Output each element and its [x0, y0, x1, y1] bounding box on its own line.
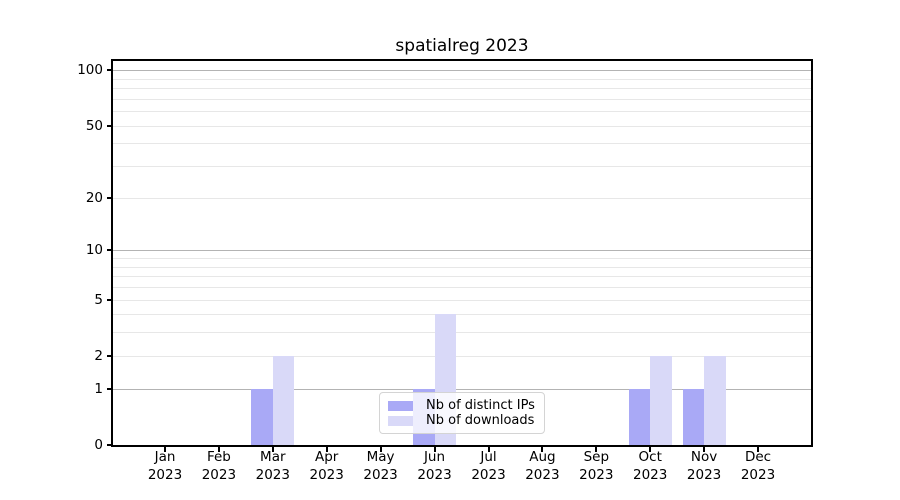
- x-tick-month-dec: Dec: [744, 449, 772, 465]
- x-tick-year-oct: 2023: [633, 466, 668, 483]
- x-tick-month-nov: Nov: [690, 449, 718, 465]
- x-tick-jun: [433, 447, 436, 452]
- x-tick-month-aug: Aug: [529, 449, 556, 465]
- y-tick-label-5: 5: [94, 291, 103, 308]
- x-tick-year-mar: 2023: [255, 466, 290, 483]
- plot-area: [113, 61, 811, 445]
- y-tick-label-20: 20: [85, 189, 103, 206]
- bar-distinct_ips-oct: [628, 388, 651, 445]
- legend-entry-downloads: Nb of downloads: [388, 413, 536, 428]
- y-tick-label-50: 50: [85, 117, 103, 134]
- x-tick-month-jan: Jan: [154, 449, 176, 465]
- gridline-minor-4: [113, 314, 811, 316]
- gridline-minor-90: [113, 78, 811, 80]
- y-tick-1: [107, 387, 112, 390]
- gridline-minor-2: [113, 355, 811, 357]
- x-tick-year-apr: 2023: [309, 466, 344, 483]
- gridline-minor-50: [113, 125, 811, 127]
- y-tick-50: [107, 124, 112, 127]
- legend-label-distinct-ips: Nb of distinct IPs: [426, 398, 535, 413]
- gridline-minor-40: [113, 143, 811, 145]
- x-tick-label-oct: Oct 2023: [615, 449, 685, 484]
- y-tick-2: [107, 354, 112, 357]
- gridline-minor-5: [113, 299, 811, 301]
- x-tick-may: [379, 447, 382, 452]
- y-tick-label-0: 0: [94, 437, 103, 453]
- x-tick-month-feb: Feb: [206, 449, 231, 465]
- legend-entry-distinct-ips: Nb of distinct IPs: [388, 398, 536, 413]
- x-tick-apr: [325, 447, 328, 452]
- x-tick-oct: [649, 447, 652, 452]
- bar-downloads-nov: [704, 355, 726, 445]
- x-tick-year-jan: 2023: [147, 466, 183, 483]
- x-tick-label-feb: Feb 2023: [184, 449, 254, 484]
- x-tick-year-jun: 2023: [417, 466, 452, 483]
- gridline-minor-6: [113, 286, 811, 288]
- x-tick-month-jul: Jul: [480, 449, 497, 465]
- legend-swatch-downloads-icon: [388, 415, 413, 426]
- x-tick-mar: [271, 447, 274, 452]
- x-tick-year-feb: 2023: [201, 466, 237, 483]
- x-tick-month-may: May: [366, 449, 395, 465]
- x-tick-label-aug: Aug 2023: [507, 449, 577, 484]
- x-tick-label-jul: Jul 2023: [454, 449, 524, 484]
- x-tick-month-jun: Jun: [423, 449, 446, 465]
- gridline-minor-20: [113, 197, 811, 199]
- legend: Nb of distinct IPs Nb of downloads: [379, 392, 545, 434]
- gridline-minor-3: [113, 332, 811, 334]
- gridline-minor-70: [113, 98, 811, 100]
- x-tick-label-apr: Apr 2023: [292, 449, 362, 484]
- y-tick-100: [107, 69, 112, 72]
- x-tick-year-jul: 2023: [471, 466, 506, 483]
- x-tick-label-may: May 2023: [346, 449, 416, 484]
- gridline-minor-80: [113, 88, 811, 89]
- chart-title: spatialreg 2023: [395, 36, 529, 56]
- x-tick-label-nov: Nov 2023: [669, 449, 739, 484]
- x-tick-jul: [487, 447, 490, 452]
- y-tick-10: [107, 249, 112, 252]
- gridline-major-100: [113, 70, 811, 72]
- x-tick-label-jan: Jan 2023: [130, 449, 200, 484]
- x-tick-aug: [541, 447, 544, 452]
- x-tick-label-dec: Dec 2023: [723, 449, 793, 484]
- legend-swatch-distinct-ips-icon: [388, 400, 413, 411]
- gridline-minor-7: [113, 276, 811, 278]
- x-tick-year-sep: 2023: [579, 466, 614, 483]
- y-tick-20: [107, 196, 112, 199]
- x-tick-label-jun: Jun 2023: [400, 449, 470, 484]
- x-tick-month-mar: Mar: [260, 449, 286, 465]
- x-tick-month-apr: Apr: [315, 449, 339, 465]
- y-tick-label-2: 2: [94, 347, 103, 364]
- y-tick-5: [107, 298, 112, 301]
- y-tick-label-10: 10: [85, 242, 103, 259]
- x-tick-dec: [757, 447, 759, 452]
- gridline-minor-9: [113, 258, 811, 259]
- x-tick-nov: [703, 447, 706, 452]
- y-tick-label-1: 1: [94, 380, 103, 397]
- gridline-major-1: [113, 388, 811, 390]
- bar-downloads-mar: [272, 355, 295, 445]
- gridline-minor-30: [113, 166, 811, 168]
- gridline-minor-8: [113, 266, 811, 268]
- x-tick-jan: [164, 447, 166, 452]
- bar-distinct_ips-mar: [251, 388, 273, 445]
- x-tick-sep: [595, 447, 598, 452]
- x-tick-month-oct: Oct: [638, 449, 662, 465]
- x-tick-year-nov: 2023: [686, 466, 722, 483]
- x-tick-year-dec: 2023: [740, 466, 776, 483]
- x-tick-feb: [217, 447, 220, 452]
- x-tick-year-aug: 2023: [525, 466, 560, 483]
- y-tick-label-100: 100: [77, 62, 103, 79]
- bar-distinct_ips-nov: [682, 388, 705, 445]
- x-tick-year-may: 2023: [363, 466, 398, 483]
- x-tick-month-sep: Sep: [583, 449, 610, 465]
- bar-downloads-oct: [650, 355, 672, 445]
- gridline-minor-60: [113, 111, 811, 113]
- y-tick-0: [107, 444, 112, 446]
- x-tick-label-sep: Sep 2023: [561, 449, 631, 484]
- legend-label-downloads: Nb of downloads: [426, 413, 535, 428]
- gridline-major-10: [113, 250, 811, 252]
- x-tick-label-mar: Mar 2023: [238, 449, 308, 484]
